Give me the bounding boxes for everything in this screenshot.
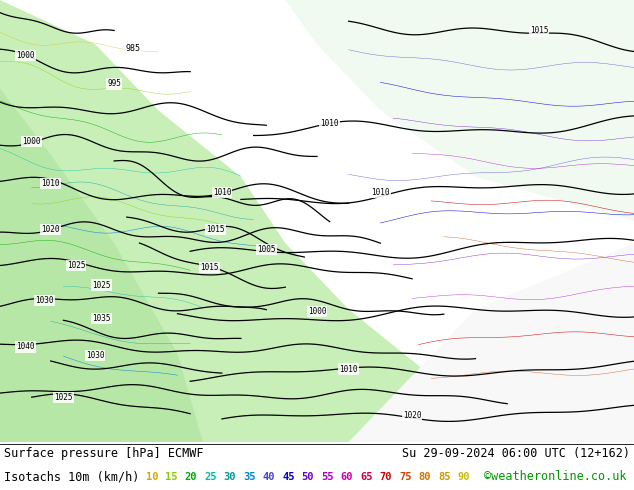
Text: 995: 995 xyxy=(107,79,121,89)
Text: 1020: 1020 xyxy=(41,225,60,234)
Text: 1000: 1000 xyxy=(307,307,327,316)
Text: 1040: 1040 xyxy=(16,343,35,351)
Text: 1010: 1010 xyxy=(212,188,231,197)
Text: 10: 10 xyxy=(146,472,158,482)
Text: 30: 30 xyxy=(224,472,236,482)
Text: 985: 985 xyxy=(126,44,141,53)
Text: 50: 50 xyxy=(302,472,314,482)
Text: 1035: 1035 xyxy=(92,314,111,323)
Polygon shape xyxy=(0,0,456,442)
Text: 1000: 1000 xyxy=(22,137,41,146)
Text: 1010: 1010 xyxy=(41,179,60,188)
Text: 1015: 1015 xyxy=(200,263,219,272)
Polygon shape xyxy=(0,88,203,442)
Text: 70: 70 xyxy=(380,472,392,482)
Text: 40: 40 xyxy=(262,472,275,482)
Text: 1000: 1000 xyxy=(16,51,35,60)
Text: 1005: 1005 xyxy=(257,245,276,254)
Text: 55: 55 xyxy=(321,472,333,482)
Polygon shape xyxy=(349,243,634,442)
Text: 90: 90 xyxy=(458,472,470,482)
Text: 85: 85 xyxy=(438,472,451,482)
Text: Surface pressure [hPa] ECMWF: Surface pressure [hPa] ECMWF xyxy=(4,447,204,461)
Text: 65: 65 xyxy=(360,472,373,482)
Text: 80: 80 xyxy=(418,472,431,482)
Text: 1025: 1025 xyxy=(54,393,73,402)
Text: 1010: 1010 xyxy=(320,119,339,128)
Text: 25: 25 xyxy=(204,472,217,482)
Text: 20: 20 xyxy=(184,472,197,482)
Polygon shape xyxy=(285,0,634,221)
Text: 1015: 1015 xyxy=(529,26,548,35)
Text: Isotachs 10m (km/h): Isotachs 10m (km/h) xyxy=(4,470,139,484)
Text: 15: 15 xyxy=(165,472,178,482)
Text: 1025: 1025 xyxy=(92,281,111,290)
Text: ©weatheronline.co.uk: ©weatheronline.co.uk xyxy=(484,470,626,484)
Text: 35: 35 xyxy=(243,472,256,482)
Text: 1025: 1025 xyxy=(67,261,86,270)
Text: 1015: 1015 xyxy=(206,225,225,234)
Text: 1010: 1010 xyxy=(339,365,358,373)
Text: 60: 60 xyxy=(340,472,353,482)
Text: 1030: 1030 xyxy=(86,351,105,360)
Text: 1020: 1020 xyxy=(403,411,422,420)
Text: 1030: 1030 xyxy=(35,296,54,305)
Text: 45: 45 xyxy=(282,472,295,482)
Text: Su 29-09-2024 06:00 UTC (12+162): Su 29-09-2024 06:00 UTC (12+162) xyxy=(402,447,630,461)
Text: 75: 75 xyxy=(399,472,411,482)
Text: 1010: 1010 xyxy=(371,188,390,197)
